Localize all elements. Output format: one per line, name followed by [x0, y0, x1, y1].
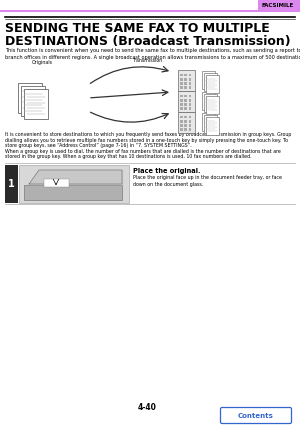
Bar — [189, 103, 191, 106]
Bar — [189, 74, 191, 76]
Bar — [180, 78, 183, 80]
Bar — [258, 0, 300, 10]
Text: Place the original.: Place the original. — [133, 168, 200, 174]
Text: FACSIMILE: FACSIMILE — [262, 3, 294, 8]
Text: DESTINATIONS (Broadcast Transmission): DESTINATIONS (Broadcast Transmission) — [5, 35, 291, 48]
Text: SENDING THE SAME FAX TO MULTIPLE: SENDING THE SAME FAX TO MULTIPLE — [5, 22, 270, 35]
Bar — [189, 108, 191, 110]
Bar — [204, 115, 217, 133]
Bar — [189, 128, 191, 131]
Text: 4-40: 4-40 — [138, 403, 157, 412]
Bar — [202, 113, 215, 131]
Bar — [18, 83, 42, 113]
Bar — [180, 95, 183, 97]
Bar — [44, 178, 69, 187]
Bar — [180, 74, 183, 76]
Bar — [178, 70, 195, 91]
Bar — [180, 128, 183, 131]
Text: store group keys, see “Address Control” (page 7-16) in “7. SYSTEM SETTINGS”.: store group keys, see “Address Control” … — [5, 143, 192, 148]
Bar — [189, 95, 191, 97]
Bar — [5, 165, 18, 203]
Bar — [184, 95, 187, 97]
Bar — [180, 103, 183, 106]
Bar — [178, 112, 195, 133]
Bar — [184, 124, 187, 127]
Bar — [180, 99, 183, 102]
Bar — [189, 124, 191, 127]
Bar — [202, 71, 215, 89]
Bar — [202, 92, 215, 110]
Text: When a group key is used to dial, the number of fax numbers that are dialled is : When a group key is used to dial, the nu… — [5, 148, 281, 153]
Bar — [189, 78, 191, 80]
Bar — [189, 116, 191, 118]
Bar — [204, 73, 217, 91]
Bar — [184, 116, 187, 118]
Bar — [184, 120, 187, 122]
Text: Originals: Originals — [32, 60, 52, 65]
Bar — [189, 99, 191, 102]
Bar — [24, 89, 48, 119]
Bar — [184, 103, 187, 106]
Text: 1: 1 — [8, 179, 15, 189]
Bar — [24, 185, 122, 200]
Bar — [189, 86, 191, 89]
Bar — [206, 75, 219, 93]
FancyBboxPatch shape — [220, 408, 292, 423]
Bar — [206, 117, 219, 135]
Bar — [206, 96, 219, 114]
Bar — [180, 86, 183, 89]
Bar — [184, 108, 187, 110]
Bar — [184, 74, 187, 76]
Bar — [184, 99, 187, 102]
Bar — [180, 108, 183, 110]
Text: Transmission: Transmission — [133, 58, 163, 63]
Polygon shape — [29, 170, 122, 184]
Bar — [19, 165, 129, 203]
Bar — [184, 82, 187, 85]
Bar — [189, 82, 191, 85]
Bar — [180, 82, 183, 85]
Bar — [180, 124, 183, 127]
Text: Contents: Contents — [238, 413, 274, 419]
Text: stored in the group key. When a group key that has 10 destinations is used, 10 f: stored in the group key. When a group ke… — [5, 154, 252, 159]
Bar — [184, 78, 187, 80]
Bar — [178, 91, 195, 112]
Text: dialling allows you to retrieve multiple fax numbers stored in a one-touch key b: dialling allows you to retrieve multiple… — [5, 138, 288, 142]
Bar — [180, 120, 183, 122]
Text: It is convenient to store destinations to which you frequently send faxes by bro: It is convenient to store destinations t… — [5, 132, 291, 137]
Text: This function is convenient when you need to send the same fax to multiple desti: This function is convenient when you nee… — [5, 48, 300, 60]
Bar — [184, 128, 187, 131]
Text: Place the original face up in the document feeder tray, or face
down on the docu: Place the original face up in the docume… — [133, 175, 282, 187]
Bar — [189, 120, 191, 122]
Bar — [180, 116, 183, 118]
Bar — [21, 86, 45, 116]
Bar — [184, 86, 187, 89]
Bar — [204, 94, 217, 112]
